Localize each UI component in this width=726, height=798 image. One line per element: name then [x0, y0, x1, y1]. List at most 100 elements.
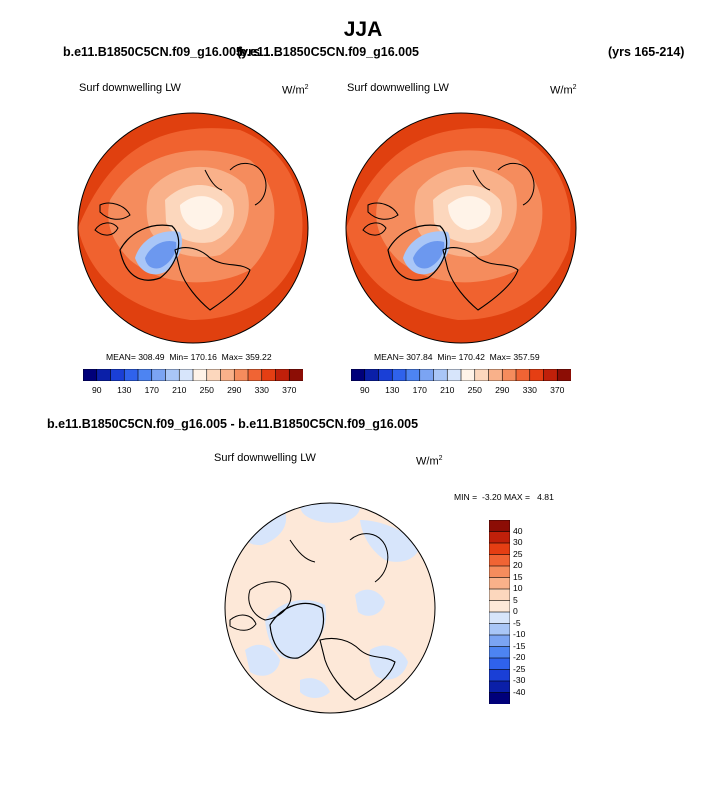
right-colorbar-tick-label: 90	[360, 385, 370, 395]
right-colorbar-tick-label: 250	[467, 385, 482, 395]
difference-colorbar-tick-label: -25	[513, 663, 526, 674]
left-colorbar-swatch	[220, 369, 235, 381]
left-colorbar-tick-label: 290	[227, 385, 242, 395]
difference-colorbar-tick-label: 10	[513, 583, 523, 593]
right-colorbar-swatch	[556, 369, 571, 381]
right-years: (yrs 165-214)	[608, 45, 685, 59]
right-colorbar-tick-label: 170	[412, 385, 427, 395]
difference-colorbar	[489, 520, 510, 704]
difference-colorbar-tick-label: 25	[513, 548, 523, 559]
right-colorbar-swatch	[391, 369, 407, 381]
right-colorbar-tick-label: 370	[550, 385, 565, 395]
difference-map-border	[224, 502, 436, 714]
difference-colorbar-tick-label: -40	[513, 686, 526, 697]
right-colorbar-tick-label: 330	[522, 385, 537, 395]
left-units-label: W/m2	[282, 84, 309, 97]
difference-colorbar-tick-label: 15	[513, 571, 523, 582]
left-colorbar-tick-label: 370	[282, 385, 297, 395]
difference-colorbar-swatch	[489, 588, 510, 602]
left-colorbar	[83, 369, 303, 381]
right-colorbar-swatch	[351, 369, 366, 381]
right-stats: MEAN= 307.84 Min= 170.42 Max= 357.59	[374, 352, 540, 362]
difference-colorbar-tick-label: -20	[513, 652, 526, 662]
right-colorbar-swatch	[405, 369, 421, 381]
difference-colorbar-swatch	[489, 657, 510, 671]
difference-colorbar-swatch	[489, 634, 510, 648]
left-colorbar-tick-label: 130	[117, 385, 132, 395]
figure-title: JJA	[343, 18, 383, 41]
difference-colorbar-swatch	[489, 692, 510, 704]
right-colorbar-swatch	[446, 369, 462, 381]
left-polar-map	[78, 113, 308, 343]
right-colorbar-tick-label: 130	[385, 385, 400, 395]
difference-colorbar-tick-label: -30	[513, 675, 526, 685]
left-colorbar-labels: 90 130 170 210 250 290 330 370	[83, 385, 303, 397]
left-colorbar-tick-label: 210	[172, 385, 187, 395]
difference-colorbar-labels: 40 30 25 20 15 10 5 0 -5 -10 -15 -20 -25 -30 -40	[513, 520, 553, 704]
left-stats: MEAN= 308.49 Min= 170.16 Max= 359.22	[106, 352, 272, 362]
left-colorbar-tick-label: 330	[254, 385, 269, 395]
right-colorbar-swatch	[433, 369, 448, 381]
right-colorbar-swatch	[474, 369, 490, 381]
difference-title: b.e11.B1850C5CN.f09_g16.005 - b.e11.B185…	[47, 417, 419, 431]
left-colorbar-swatch	[206, 369, 222, 381]
difference-variable-label: Surf downwelling LW	[214, 452, 316, 464]
left-colorbar-swatch	[137, 369, 153, 381]
left-colorbar-swatch	[110, 369, 125, 381]
right-colorbar-labels: 90 130 170 210 250 290 330 370	[351, 385, 571, 397]
right-colorbar-swatch	[378, 369, 393, 381]
right-colorbar-tick-label: 210	[440, 385, 455, 395]
left-map-border	[77, 112, 309, 344]
right-map-border	[345, 112, 577, 344]
right-variable-label: Surf downwelling LW	[347, 82, 449, 94]
difference-colorbar-tick-label: -15	[513, 640, 526, 651]
difference-colorbar-swatch	[489, 542, 510, 556]
left-colorbar-swatch	[165, 369, 180, 381]
difference-stats: MIN = -3.20 MAX = 4.81	[454, 492, 554, 502]
difference-colorbar-swatch	[489, 520, 510, 533]
difference-units-label: W/m2	[416, 455, 443, 468]
right-colorbar-swatch	[488, 369, 503, 381]
difference-colorbar-tick-label: 5	[513, 594, 518, 605]
right-colorbar-swatch	[419, 369, 435, 381]
difference-colorbar-tick-label: -5	[513, 617, 521, 628]
left-colorbar-swatch	[233, 369, 249, 381]
difference-colorbar-swatch	[489, 600, 510, 613]
left-colorbar-swatch	[96, 369, 112, 381]
left-colorbar-tick-label: 90	[92, 385, 102, 395]
difference-colorbar-swatch	[489, 554, 510, 567]
right-colorbar	[351, 369, 571, 381]
left-colorbar-tick-label: 170	[144, 385, 159, 395]
left-colorbar-swatch	[261, 369, 277, 381]
difference-colorbar-swatch	[489, 669, 510, 682]
difference-colorbar-tick-label: 40	[513, 525, 523, 536]
left-colorbar-swatch	[83, 369, 98, 381]
difference-colorbar-swatch	[489, 623, 510, 636]
difference-colorbar-swatch	[489, 577, 510, 590]
left-colorbar-swatch	[178, 369, 194, 381]
right-colorbar-swatch	[529, 369, 545, 381]
difference-colorbar-swatch	[489, 565, 510, 579]
left-colorbar-swatch	[192, 369, 208, 381]
difference-colorbar-swatch	[489, 646, 510, 659]
difference-colorbar-swatch	[489, 531, 510, 544]
difference-colorbar-tick-label: 30	[513, 537, 523, 547]
difference-colorbar-swatch	[489, 611, 510, 625]
right-colorbar-swatch	[515, 369, 531, 381]
difference-colorbar-tick-label: 0	[513, 606, 518, 616]
right-colorbar-swatch	[543, 369, 558, 381]
difference-polar-map	[225, 503, 435, 713]
right-case-name: b.e11.B1850C5CN.f09_g16.005	[239, 45, 419, 59]
left-variable-label: Surf downwelling LW	[79, 82, 181, 94]
difference-colorbar-swatch	[489, 680, 510, 694]
right-colorbar-swatch	[501, 369, 517, 381]
difference-colorbar-tick-label: -10	[513, 629, 526, 639]
left-colorbar-swatch	[275, 369, 290, 381]
difference-colorbar-tick-label: 20	[513, 560, 523, 570]
left-years: (yrs 1...	[237, 45, 281, 59]
right-colorbar-swatch	[460, 369, 476, 381]
right-polar-map	[346, 113, 576, 343]
left-colorbar-tick-label: 250	[199, 385, 214, 395]
right-colorbar-swatch	[364, 369, 380, 381]
